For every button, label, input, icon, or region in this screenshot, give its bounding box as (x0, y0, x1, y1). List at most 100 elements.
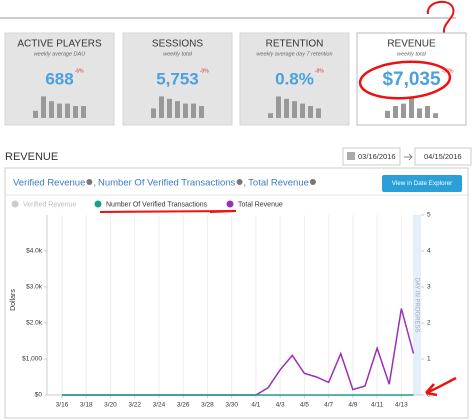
date-arrow (404, 153, 413, 161)
card-title: REVENUE (387, 39, 436, 50)
card-subtitle: weekly average day 7 retention (256, 51, 332, 57)
date-to-box[interactable] (414, 147, 472, 166)
spark-bar (292, 101, 297, 118)
card-value: 5,753 (156, 69, 199, 88)
x-tick-label: 3/24 (153, 402, 166, 409)
x-tick-label: 3/22 (128, 402, 141, 409)
header-separator: , (244, 178, 247, 189)
card-value: $7,035 (382, 69, 441, 90)
card-title: SESSIONS (152, 39, 203, 50)
spark-bar (81, 106, 86, 118)
spark-bar (73, 106, 78, 118)
y2-tick-label: 5 (427, 212, 431, 219)
spark-bar (191, 103, 196, 118)
spark-bar (417, 108, 422, 118)
spark-bar (300, 103, 305, 118)
date-from: 03/16/2016 (358, 152, 396, 161)
spark-bar (284, 98, 289, 118)
help-icon (309, 179, 316, 185)
annotation-underline-2 (99, 210, 237, 213)
x-tick-label: 4/3 (276, 402, 285, 409)
card-subtitle: weekly average DAU (34, 51, 85, 57)
card-change: -9% (200, 68, 209, 74)
day-in-progress-band (413, 215, 421, 395)
card-value: 688 (45, 69, 73, 88)
legend-marker[interactable] (94, 200, 102, 208)
help-icon (236, 179, 243, 185)
plot: $0 $1,000 $2.0k $3.0k $4.0k 0 1 2 3 4 5 3/16 3/18 3/2… (11, 200, 431, 409)
y2-tick-label: 4 (427, 248, 431, 255)
spark-bar (151, 108, 156, 118)
x-tick-label: 3/28 (201, 402, 214, 409)
spark-bar (316, 108, 321, 118)
x-tick-label: 4/13 (395, 402, 408, 409)
panel-header: Verified Revenue, Number Of Verified Tran… (13, 178, 316, 189)
spark-bar (159, 96, 164, 118)
card-change: -6% (75, 68, 84, 74)
x-tick-label: 3/26 (177, 402, 190, 409)
card-subtitle: weekly total (397, 51, 427, 57)
card-change: -8% (315, 68, 324, 74)
card-title: RETENTION (266, 39, 324, 50)
annotation-question-mark (426, 0, 455, 36)
header-separator: , (93, 178, 96, 189)
y-tick-label: $2.0k (26, 320, 43, 327)
spark-bar (433, 113, 438, 118)
spark-bar (41, 96, 46, 118)
spark-bar (276, 96, 281, 118)
card-title: ACTIVE PLAYERS (17, 39, 102, 50)
date-explorer-button[interactable] (382, 175, 462, 192)
x-tick-label: 4/7 (324, 402, 333, 409)
calendar-icon (347, 152, 355, 160)
y-tick-label: $3.0k (26, 284, 43, 291)
card-subtitle: weekly total (163, 51, 193, 57)
annotation-circle (358, 60, 452, 100)
x-tick-label: 4/9 (348, 402, 357, 409)
x-tick-label: 3/30 (225, 402, 238, 409)
spark-bar (57, 103, 62, 118)
header-item: Verified Revenue (13, 178, 85, 189)
spark-bar (183, 103, 188, 118)
section-title: REVENUE (5, 151, 58, 163)
legend-label[interactable]: Number Of Verified Transactions (106, 201, 208, 208)
y2-tick-label: 2 (427, 320, 431, 327)
annotation: DAY IN PROGRESS (413, 277, 419, 332)
spark-bar (268, 113, 273, 118)
y2-tick-label: 3 (427, 284, 431, 291)
y-tick-label: $4.0k (26, 248, 43, 255)
x-tick-label: 4/11 (371, 402, 384, 409)
y2-tick-label: 1 (427, 356, 431, 363)
date-from-box[interactable] (342, 147, 401, 166)
date-to: 04/15/2016 (424, 152, 462, 161)
button-label: View in Date Explorer (392, 180, 452, 187)
spark-bar (175, 101, 180, 118)
header-item: Number Of Verified Transactions (98, 178, 236, 189)
x-tick-label: 4/5 (300, 402, 309, 409)
header-item: Total Revenue (248, 178, 309, 189)
spark-bar (49, 101, 54, 118)
legend-marker[interactable] (11, 200, 19, 208)
y-tick-label: $1,000 (22, 356, 42, 363)
legend-label[interactable]: Total Revenue (238, 201, 283, 208)
help-icon (86, 179, 93, 185)
spark-bar (425, 106, 430, 118)
spark-bar (199, 106, 204, 118)
x-tick-label: 4/1 (251, 402, 260, 409)
y-tick-label: $0 (35, 392, 43, 399)
legend-label[interactable]: Verified Revenue (23, 201, 76, 208)
x-tick-label: 3/18 (80, 402, 93, 409)
spark-bar (385, 110, 390, 118)
spark-bar (409, 96, 414, 118)
spark-bar (167, 98, 172, 118)
y-axis-label: Dollars (10, 289, 17, 311)
spark-bar (308, 106, 313, 118)
spark-bar (33, 110, 38, 118)
spark-bar (65, 103, 70, 118)
y2-tick-label: 0 (427, 392, 431, 399)
spark-bar (393, 106, 398, 118)
annotation-arrow (425, 376, 457, 397)
legend-marker[interactable] (226, 200, 234, 208)
